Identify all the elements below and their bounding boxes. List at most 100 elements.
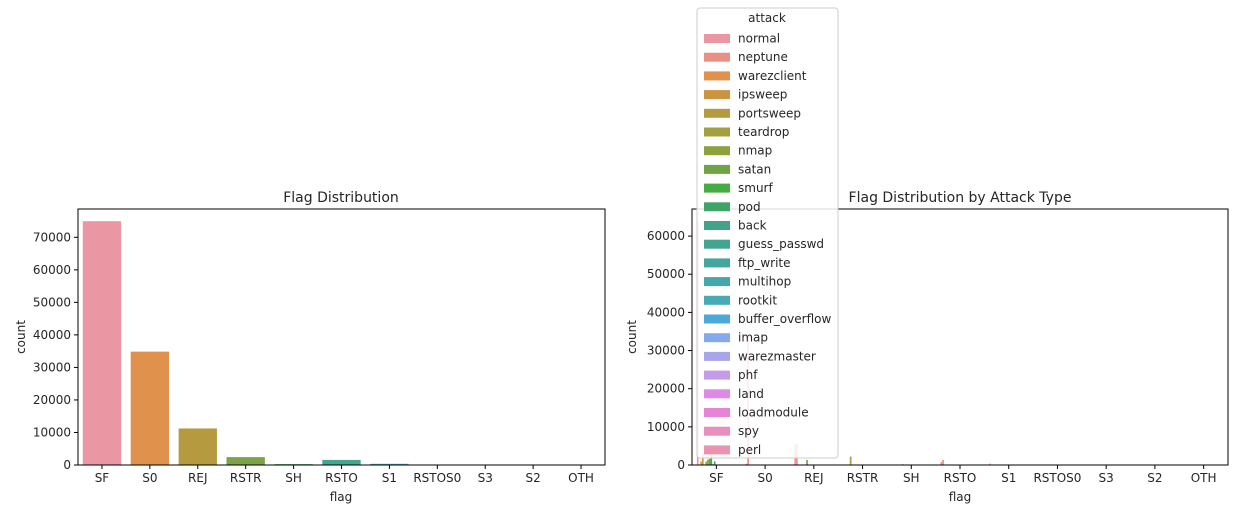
x-tick-label: RSTR	[230, 471, 262, 485]
legend-title: attack	[748, 11, 786, 25]
y-tick-label: 40000	[647, 305, 685, 319]
y-axis-label: count	[14, 320, 28, 354]
x-tick-label: SH	[903, 471, 920, 485]
y-tick-label: 30000	[33, 360, 71, 374]
x-tick-label: SH	[285, 471, 302, 485]
chart-flag-distribution: Flag Distribution 0 10000 20000 30000 40000 5…	[14, 190, 606, 504]
legend-swatch	[704, 164, 730, 174]
legend-swatch	[704, 52, 730, 62]
x-tick-label: S0	[757, 471, 772, 485]
legend-swatch	[704, 183, 730, 193]
legend-label: back	[738, 219, 767, 233]
legend-label: smurf	[738, 181, 773, 195]
legend-items: normal neptune warezclient ipsweep portsweep…	[704, 32, 831, 457]
legend-label: spy	[738, 424, 759, 438]
y-tick-label: 70000	[33, 230, 71, 244]
legend-label: phf	[738, 368, 758, 382]
legend-swatch	[704, 221, 730, 230]
bar-satan-rej	[806, 460, 808, 465]
legend-swatch	[704, 34, 730, 43]
legend-label: pod	[738, 200, 761, 214]
y-tick-label: 60000	[33, 263, 71, 277]
plot-frame	[77, 208, 606, 466]
legend-label: portsweep	[738, 106, 801, 120]
bar-smurf-sf	[710, 455, 713, 465]
x-tick-label: OTH	[1191, 471, 1217, 485]
legend-swatch	[704, 277, 730, 287]
bar-nmap-sf	[707, 459, 709, 465]
x-tick-label: RSTO	[944, 471, 977, 485]
x-tick-label: REJ	[804, 471, 823, 485]
x-axis-label: flag	[949, 490, 972, 504]
bar-warezclient-sf	[700, 461, 702, 465]
x-tick-label: S1	[1001, 471, 1016, 485]
legend-swatch	[704, 333, 730, 343]
x-axis-label: flag	[330, 490, 353, 504]
bar-s1	[370, 463, 409, 465]
legend-label: ipsweep	[738, 88, 787, 102]
legend-swatch	[704, 258, 730, 268]
chart-title: Flag Distribution	[283, 190, 399, 206]
x-tick-label: SF	[95, 471, 110, 485]
y-tick-label: 10000	[647, 420, 685, 434]
legend-frame	[696, 7, 839, 459]
y-tick-label: 20000	[33, 393, 71, 407]
y-tick-label: 0	[63, 458, 71, 472]
y-tick-label: 60000	[647, 229, 685, 243]
legend-label: satan	[738, 162, 771, 176]
chart-title: Flag Distribution by Attack Type	[849, 190, 1072, 206]
bar-s0	[130, 351, 170, 465]
x-axis-ticks: SF S0 REJ RSTR SH RSTO S1 RSTOS0 S3 S2 OTH	[709, 465, 1217, 485]
x-tick-label: S2	[526, 471, 541, 485]
legend-swatch	[704, 351, 730, 361]
y-tick-label: 50000	[647, 267, 685, 281]
y-tick-label: 40000	[33, 328, 71, 342]
legend-label: guess_passwd	[738, 237, 824, 251]
chart-flag-distribution-by-attack-type: Flag Distribution by Attack Type 0 10000 2…	[625, 7, 1229, 504]
legend-label: nmap	[738, 144, 772, 158]
x-tick-label: OTH	[568, 471, 594, 485]
bar-satan-sf	[708, 458, 711, 465]
bar-rej	[178, 428, 217, 465]
legend-label: land	[738, 387, 764, 401]
bar-rsto	[322, 459, 361, 465]
bars	[82, 221, 601, 465]
legend-label: teardrop	[738, 125, 789, 139]
bar-neptune-rsto	[942, 460, 944, 465]
legend-swatch	[704, 108, 730, 118]
y-tick-label: 0	[677, 458, 685, 472]
x-tick-label: RSTOS0	[1033, 471, 1081, 485]
x-tick-label: S1	[382, 471, 397, 485]
bar-rstr	[226, 457, 265, 465]
legend-label: buffer_overflow	[738, 312, 831, 326]
y-axis-ticks: 0 10000 20000 30000 40000 50000 60000 70000	[33, 230, 78, 472]
y-tick-label: 50000	[33, 295, 71, 309]
legend-label: imap	[738, 331, 768, 345]
bar-back-sf	[713, 461, 716, 465]
legend-swatch	[704, 71, 730, 81]
legend-swatch	[704, 127, 730, 137]
legend-swatch	[704, 408, 730, 417]
legend-swatch	[704, 239, 730, 249]
legend-swatch	[704, 389, 730, 399]
legend-swatch	[704, 146, 730, 156]
bar-portsweep-rstr	[849, 456, 852, 465]
legend-label: warezmaster	[738, 349, 816, 363]
legend-label: ftp_write	[738, 256, 791, 270]
x-tick-label: S2	[1147, 471, 1162, 485]
bar-normal-s0	[745, 463, 748, 465]
legend-label: neptune	[738, 50, 788, 64]
x-tick-label: REJ	[188, 471, 207, 485]
legend-label: perl	[738, 443, 761, 457]
x-tick-label: S0	[142, 471, 157, 485]
bar-teardrop-sf	[705, 461, 708, 465]
y-tick-label: 10000	[33, 425, 71, 439]
legend-label: warezclient	[738, 69, 807, 83]
bar-ipsweep-sf	[701, 453, 704, 465]
bar-sf	[82, 221, 122, 465]
plot-frame	[691, 208, 1229, 466]
x-tick-label: RSTR	[847, 471, 879, 485]
bar-normal-rsto	[940, 461, 943, 465]
x-tick-label: S3	[478, 471, 493, 485]
